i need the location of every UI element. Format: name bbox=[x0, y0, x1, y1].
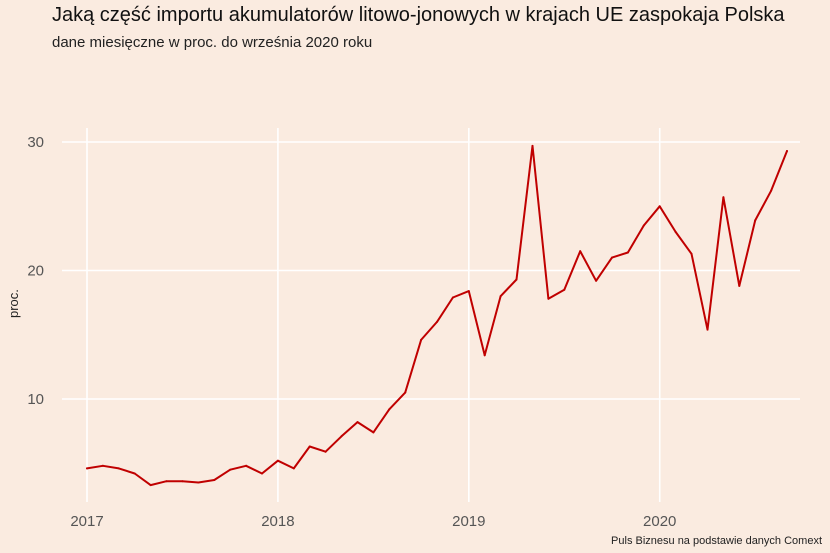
data-point bbox=[181, 480, 184, 483]
data-point bbox=[117, 467, 120, 470]
series-line bbox=[86, 144, 788, 487]
chart-title: Jaką część importu akumulatorów litowo-j… bbox=[52, 4, 785, 26]
data-point bbox=[483, 354, 486, 357]
y-tick-labels: 10 20 30 bbox=[27, 134, 44, 408]
x-tick-label: 2019 bbox=[452, 513, 485, 530]
data-point bbox=[86, 467, 88, 470]
x-tick-labels: 2017 2018 2019 2020 bbox=[70, 513, 676, 530]
data-point bbox=[595, 279, 598, 282]
data-point bbox=[690, 252, 693, 255]
x-tick-label: 2020 bbox=[643, 513, 676, 530]
data-point bbox=[770, 189, 773, 192]
data-point bbox=[706, 328, 709, 331]
data-series bbox=[86, 144, 788, 487]
data-point bbox=[388, 408, 391, 411]
data-point bbox=[626, 251, 629, 254]
data-point bbox=[213, 479, 216, 481]
data-point bbox=[722, 196, 725, 199]
data-point bbox=[324, 450, 327, 453]
data-point bbox=[467, 290, 470, 293]
data-point bbox=[133, 472, 136, 475]
data-point bbox=[563, 288, 566, 291]
data-point bbox=[642, 224, 645, 227]
grid-lines bbox=[62, 128, 800, 502]
data-point bbox=[420, 338, 423, 341]
data-point bbox=[531, 144, 534, 147]
data-point bbox=[292, 467, 295, 470]
data-point bbox=[276, 459, 279, 462]
y-tick-label: 10 bbox=[27, 391, 44, 408]
data-point bbox=[786, 150, 788, 152]
chart-subtitle: dane miesięczne w proc. do września 2020… bbox=[52, 34, 373, 51]
data-point bbox=[658, 205, 661, 208]
data-point bbox=[197, 481, 200, 484]
data-point bbox=[451, 296, 454, 299]
x-tick-label: 2018 bbox=[261, 513, 294, 530]
y-tick-label: 20 bbox=[27, 263, 44, 280]
data-point bbox=[261, 472, 263, 475]
data-point bbox=[372, 431, 375, 434]
data-point bbox=[611, 256, 613, 259]
data-point bbox=[674, 230, 677, 233]
data-point bbox=[165, 480, 168, 483]
data-point bbox=[738, 284, 741, 287]
y-tick-label: 30 bbox=[27, 134, 44, 151]
data-point bbox=[547, 297, 550, 300]
data-point bbox=[308, 445, 311, 448]
x-tick-label: 2017 bbox=[70, 513, 103, 530]
data-point bbox=[101, 464, 104, 467]
data-point bbox=[149, 484, 152, 487]
data-point bbox=[404, 391, 407, 394]
data-point bbox=[515, 278, 518, 281]
data-point bbox=[579, 250, 582, 253]
data-point bbox=[229, 468, 232, 471]
data-point bbox=[356, 421, 359, 424]
data-point bbox=[754, 219, 757, 222]
data-point bbox=[436, 320, 438, 323]
data-point bbox=[340, 435, 343, 438]
data-point bbox=[245, 464, 248, 467]
source-caption: Puls Biznesu na podstawie danych Comext bbox=[611, 535, 822, 547]
data-point bbox=[499, 295, 502, 298]
